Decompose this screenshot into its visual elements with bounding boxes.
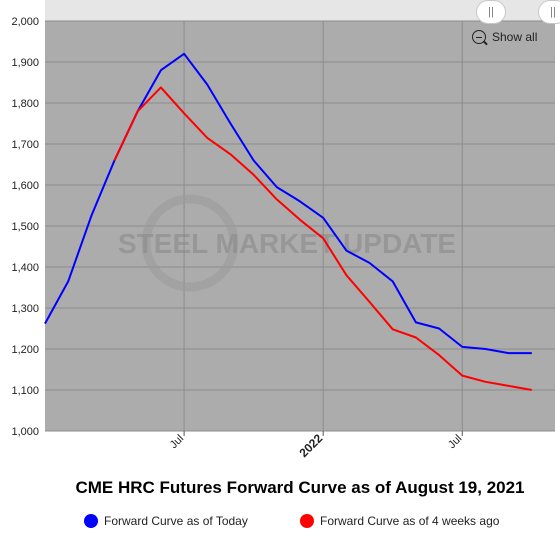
legend-label-prior: Forward Curve as of 4 weeks ago — [320, 514, 500, 528]
watermark-text: STEEL MARKET UPDATE — [118, 228, 456, 259]
legend-marker-today-icon — [84, 514, 98, 528]
navigator-right-handle[interactable]: || — [538, 0, 560, 24]
navigator-left-handle[interactable]: || — [476, 0, 506, 24]
legend-item-prior[interactable]: Forward Curve as of 4 weeks ago — [300, 514, 499, 528]
chart-legend: Forward Curve as of Today Forward Curve … — [0, 514, 560, 532]
y-tick-label: 1,600 — [11, 180, 39, 192]
y-tick-label: 1,700 — [11, 139, 39, 151]
zoom-out-icon — [472, 30, 486, 44]
legend-marker-prior-icon — [300, 514, 314, 528]
y-tick-label: 1,300 — [11, 303, 39, 315]
grid-lines — [45, 20, 555, 432]
y-tick-label: 1,500 — [11, 221, 39, 233]
x-tick-label: 2022 — [297, 431, 326, 460]
legend-item-today[interactable]: Forward Curve as of Today — [84, 514, 248, 528]
x-tick-label: Jul — [446, 433, 464, 451]
watermark-ring — [141, 194, 239, 292]
series-lines — [44, 52, 532, 391]
x-tick-label: Jul — [168, 433, 186, 451]
y-tick-label: 1,800 — [11, 98, 39, 110]
series-line-prior — [113, 86, 532, 391]
chart-title: CME HRC Futures Forward Curve as of Augu… — [75, 478, 525, 497]
y-axis: 1,000 1,100 1,200 1,300 1,400 1,500 1,600 1,700… — [11, 16, 39, 438]
y-tick-label: 1,900 — [11, 57, 39, 69]
y-tick-label: 2,000 — [11, 16, 39, 28]
forward-curve-chart: STEEL MARKET UPDATE 1,000 1,100 1,200 1,300… — [11, 0, 555, 460]
show-all-label: Show all — [492, 30, 538, 44]
navigator-strip[interactable] — [45, 0, 555, 21]
x-axis: Jul 2022 Jul — [168, 431, 465, 460]
y-tick-label: 1,200 — [11, 344, 39, 356]
watermark-logo: STEEL MARKET UPDATE — [118, 194, 456, 292]
legend-label-today: Forward Curve as of Today — [104, 514, 248, 528]
y-tick-label: 1,100 — [11, 385, 39, 397]
y-tick-label: 1,000 — [11, 426, 39, 438]
y-tick-label: 1,400 — [11, 262, 39, 274]
show-all-button[interactable]: Show all — [472, 30, 537, 44]
